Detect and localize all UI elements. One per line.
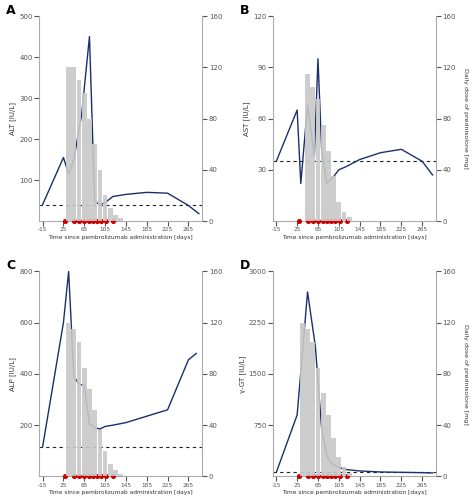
- Point: [319, 217, 327, 225]
- Bar: [113, 470, 118, 476]
- Point: [304, 472, 311, 480]
- Point: [89, 217, 97, 225]
- Bar: [310, 87, 315, 221]
- Y-axis label: ALT [IU/L]: ALT [IU/L]: [9, 102, 17, 135]
- Point: [61, 217, 69, 225]
- Bar: [98, 430, 102, 476]
- Bar: [92, 410, 97, 476]
- Bar: [321, 393, 326, 476]
- Bar: [98, 170, 102, 221]
- Point: [102, 217, 110, 225]
- Point: [304, 217, 311, 225]
- Bar: [82, 93, 87, 221]
- Y-axis label: AST [IU/L]: AST [IU/L]: [244, 101, 250, 136]
- Text: D: D: [240, 259, 250, 272]
- Bar: [342, 467, 346, 476]
- Point: [309, 217, 317, 225]
- Point: [93, 217, 101, 225]
- Point: [331, 472, 339, 480]
- X-axis label: Time since pembrolizumab administration [days]: Time since pembrolizumab administration …: [282, 235, 427, 240]
- Point: [70, 217, 78, 225]
- X-axis label: Time since pembrolizumab administration [days]: Time since pembrolizumab administration …: [48, 490, 193, 495]
- Point: [314, 217, 322, 225]
- Point: [109, 217, 117, 225]
- Bar: [310, 342, 315, 476]
- Point: [98, 472, 105, 480]
- Bar: [326, 151, 331, 221]
- Bar: [300, 323, 305, 476]
- Text: A: A: [6, 4, 16, 17]
- Bar: [72, 67, 76, 221]
- Point: [327, 472, 335, 480]
- Point: [61, 472, 69, 480]
- Bar: [118, 218, 123, 221]
- Bar: [108, 463, 113, 476]
- Bar: [305, 329, 310, 476]
- Bar: [316, 368, 320, 476]
- Bar: [66, 67, 71, 221]
- Bar: [331, 176, 336, 221]
- Text: C: C: [6, 259, 15, 272]
- Bar: [77, 80, 82, 221]
- Point: [86, 217, 93, 225]
- Bar: [331, 438, 336, 476]
- Point: [70, 472, 78, 480]
- Y-axis label: γ-GT [IU/L]: γ-GT [IU/L]: [239, 355, 246, 393]
- Bar: [87, 119, 92, 221]
- Point: [75, 472, 83, 480]
- Point: [98, 217, 105, 225]
- Bar: [66, 323, 71, 476]
- Bar: [113, 214, 118, 221]
- Point: [295, 472, 302, 480]
- Bar: [108, 208, 113, 221]
- Point: [323, 472, 331, 480]
- Point: [86, 472, 93, 480]
- Bar: [118, 474, 123, 476]
- Point: [81, 472, 88, 480]
- Bar: [342, 212, 346, 221]
- Bar: [337, 202, 341, 221]
- Point: [336, 217, 344, 225]
- Bar: [316, 99, 320, 221]
- Point: [331, 217, 339, 225]
- X-axis label: Time since pembrolizumab administration [days]: Time since pembrolizumab administration …: [282, 490, 427, 495]
- X-axis label: Time since pembrolizumab administration [days]: Time since pembrolizumab administration …: [48, 235, 193, 240]
- Bar: [82, 368, 87, 476]
- Bar: [326, 415, 331, 476]
- Point: [295, 217, 302, 225]
- Bar: [321, 125, 326, 221]
- Point: [323, 217, 331, 225]
- Bar: [337, 457, 341, 476]
- Bar: [103, 451, 108, 476]
- Point: [93, 472, 101, 480]
- Point: [319, 472, 327, 480]
- Y-axis label: ALP [IU/L]: ALP [IU/L]: [9, 357, 17, 391]
- Point: [314, 472, 322, 480]
- Point: [89, 472, 97, 480]
- Point: [75, 217, 83, 225]
- Point: [81, 217, 88, 225]
- Bar: [72, 329, 76, 476]
- Y-axis label: Daily dose of prednisolone [mg]: Daily dose of prednisolone [mg]: [464, 324, 468, 424]
- Point: [309, 472, 317, 480]
- Point: [343, 217, 350, 225]
- Point: [327, 217, 335, 225]
- Point: [343, 472, 350, 480]
- Bar: [347, 217, 352, 221]
- Bar: [87, 389, 92, 476]
- Point: [336, 472, 344, 480]
- Bar: [103, 195, 108, 221]
- Point: [102, 472, 110, 480]
- Text: B: B: [240, 4, 249, 17]
- Bar: [77, 342, 82, 476]
- Bar: [305, 74, 310, 221]
- Point: [109, 472, 117, 480]
- Bar: [92, 144, 97, 221]
- Bar: [347, 472, 352, 476]
- Y-axis label: Daily dose of prednisolone [mg]: Daily dose of prednisolone [mg]: [464, 68, 468, 169]
